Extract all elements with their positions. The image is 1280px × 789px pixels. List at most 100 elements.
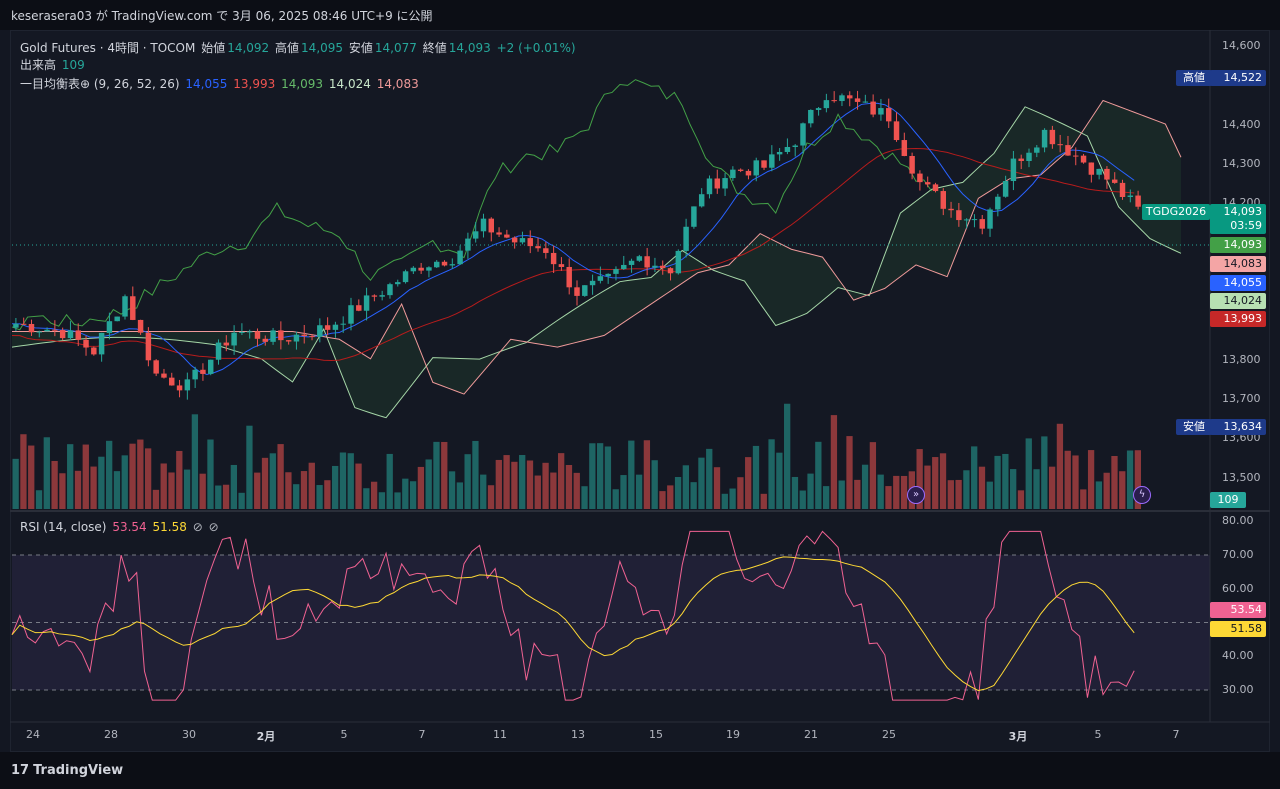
- volume-bar: [791, 476, 799, 509]
- candle-body: [504, 234, 510, 238]
- volume-bar: [986, 481, 993, 509]
- symbol-name: Gold Futures · 4時間 · TOCOM: [20, 41, 196, 55]
- last-price: 14,093: [1223, 205, 1263, 218]
- ichimoku-lines: [11, 79, 1210, 375]
- rsi-label: RSI (14, close): [20, 520, 107, 534]
- candle-body: [332, 324, 339, 330]
- candle-body: [114, 316, 120, 322]
- volume-bar: [51, 460, 58, 509]
- candle-body: [44, 329, 50, 332]
- candle-body: [262, 338, 269, 342]
- senkou-span-b: [12, 99, 1182, 395]
- volume-bar: [971, 446, 978, 509]
- candle-body: [231, 332, 237, 346]
- candle-body: [644, 256, 650, 268]
- rsi-legend[interactable]: RSI (14, close) 53.54 51.58 ⊘ ⊘: [20, 520, 221, 534]
- volume-price-label: 109: [1210, 492, 1246, 508]
- hidden-icon[interactable]: ⊘: [192, 520, 203, 534]
- volume-bar: [370, 481, 378, 509]
- candle-body: [75, 330, 81, 340]
- time-tick: 5: [1094, 728, 1102, 741]
- volume-bar: [643, 440, 651, 509]
- volume-bar: [495, 459, 502, 509]
- ichimoku-tenkan-value: 14,055: [185, 77, 228, 91]
- candle-body: [293, 334, 300, 342]
- senkou-span-a: [11, 106, 1182, 419]
- volume-bar: [378, 492, 386, 509]
- change-value: +2 (+0.01%): [496, 41, 576, 55]
- volume-bar: [1103, 472, 1110, 509]
- volume-bar: [168, 472, 175, 509]
- tenkan-price-label: 14,055: [1210, 275, 1266, 291]
- candle-body: [340, 323, 346, 325]
- candle-body: [550, 252, 557, 265]
- volume-bar: [129, 443, 136, 509]
- volume-bar: [869, 442, 877, 509]
- volume-bar: [191, 414, 199, 509]
- candle-body: [706, 178, 713, 195]
- brand-text: TradingView: [33, 763, 124, 778]
- candle-body: [940, 191, 947, 209]
- candle-body: [1018, 158, 1024, 162]
- volume-bar: [1056, 423, 1064, 509]
- time-tick-month: 2月: [256, 730, 276, 743]
- ichimoku-span-b-value: 14,083: [376, 77, 419, 91]
- rsi-tick: 70.00: [1222, 548, 1254, 561]
- volume-bar: [620, 475, 627, 509]
- candle-body: [426, 267, 432, 271]
- candle-body: [184, 379, 191, 391]
- candle-body: [784, 146, 791, 152]
- volume-bar: [254, 472, 261, 509]
- volume-bar: [994, 455, 1001, 509]
- candle-body: [239, 331, 245, 333]
- volume-bar: [417, 466, 425, 509]
- candle-body: [488, 218, 495, 233]
- candle-body: [130, 296, 136, 320]
- symbol-badge[interactable]: TGDG2026: [1142, 204, 1210, 220]
- ichimoku-span-a-value: 14,024: [328, 77, 371, 91]
- ichimoku-legend[interactable]: 一目均衡表⊕ (9, 26, 52, 26) 14,055 13,993 14,…: [20, 75, 421, 92]
- price-tick: 13,800: [1222, 353, 1261, 366]
- candle-body: [932, 184, 939, 192]
- split-event-icon[interactable]: »: [907, 486, 925, 504]
- rsi-pane: [11, 530, 1210, 701]
- volume-bar: [74, 470, 82, 509]
- volume-bar: [830, 415, 838, 509]
- volume-bar: [308, 462, 315, 509]
- volume-bar: [893, 475, 900, 509]
- bar-countdown: 03:59: [1230, 219, 1262, 232]
- volume-legend[interactable]: 出来高 109: [20, 56, 87, 73]
- volume-bar: [1111, 456, 1118, 509]
- symbol-legend[interactable]: Gold Futures · 4時間 · TOCOM 始値 14,092 高値 14…: [20, 39, 578, 56]
- hidden-icon-2[interactable]: ⊘: [208, 520, 219, 534]
- candle-body: [628, 260, 635, 265]
- footer-brand: 17 TradingView: [0, 752, 1280, 789]
- volume-bar: [737, 477, 744, 509]
- volume-bar: [113, 471, 121, 509]
- candle-body: [535, 246, 541, 249]
- candle-body: [207, 359, 214, 374]
- candle-body: [737, 169, 744, 171]
- volume-bar: [799, 490, 806, 509]
- candle-body: [956, 210, 962, 221]
- volume-bar: [846, 436, 853, 509]
- volume-bar: [1095, 481, 1103, 509]
- low-badge-value: 13,634: [1210, 419, 1266, 435]
- rsi-tick: 30.00: [1222, 683, 1254, 696]
- chikou-line: [11, 79, 932, 331]
- volume-bar: [339, 452, 347, 509]
- candle-body: [410, 267, 417, 272]
- rsi-ma-price-label: 51.58: [1210, 621, 1266, 637]
- volume-bar: [861, 464, 869, 509]
- lightning-event-icon[interactable]: ϟ: [1133, 486, 1151, 504]
- volume-bar: [269, 453, 276, 509]
- volume-bar: [667, 485, 674, 509]
- publish-info-bar: keserasera03 が TradingView.com で 3月 06, …: [0, 0, 1280, 30]
- candle-body: [449, 264, 456, 266]
- candle-body: [582, 285, 588, 296]
- volume-bar: [316, 485, 323, 509]
- volume-label: 出来高: [20, 58, 57, 72]
- volume-bar: [137, 439, 144, 509]
- time-tick: 13: [571, 728, 585, 741]
